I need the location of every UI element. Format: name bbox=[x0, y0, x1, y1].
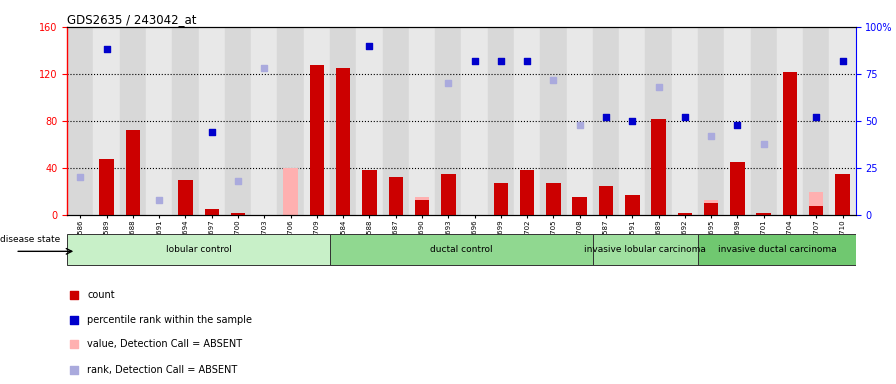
Bar bbox=[619, 27, 645, 215]
Bar bbox=[698, 27, 724, 215]
Text: percentile rank within the sample: percentile rank within the sample bbox=[87, 315, 253, 325]
Point bbox=[99, 46, 114, 53]
Bar bbox=[830, 27, 856, 215]
Bar bbox=[278, 27, 304, 215]
Bar bbox=[120, 27, 146, 215]
Point bbox=[204, 129, 219, 135]
Point bbox=[730, 122, 745, 128]
Text: count: count bbox=[87, 290, 115, 300]
Point bbox=[625, 118, 640, 124]
Bar bbox=[672, 27, 698, 215]
Bar bbox=[487, 27, 514, 215]
Bar bbox=[809, 206, 823, 215]
Bar bbox=[283, 168, 297, 215]
Bar bbox=[330, 27, 357, 215]
Point bbox=[257, 65, 271, 71]
Bar bbox=[435, 27, 461, 215]
Text: invasive lobular carcinoma: invasive lobular carcinoma bbox=[584, 245, 706, 254]
Point bbox=[67, 367, 81, 373]
Bar bbox=[520, 170, 534, 215]
Bar bbox=[724, 27, 751, 215]
Point bbox=[468, 58, 482, 64]
Bar bbox=[251, 27, 278, 215]
Point bbox=[704, 133, 719, 139]
Point bbox=[520, 58, 534, 64]
Text: lobular control: lobular control bbox=[166, 245, 231, 254]
Bar bbox=[67, 27, 93, 215]
Point bbox=[599, 114, 613, 120]
Point bbox=[73, 174, 88, 180]
Bar bbox=[651, 119, 666, 215]
Bar bbox=[730, 162, 745, 215]
Bar bbox=[146, 27, 172, 215]
Bar bbox=[704, 203, 719, 215]
Bar bbox=[566, 27, 593, 215]
Bar bbox=[231, 213, 246, 215]
Point bbox=[756, 141, 771, 147]
Bar bbox=[540, 27, 566, 215]
Bar bbox=[383, 27, 409, 215]
Point bbox=[67, 292, 81, 298]
Bar bbox=[777, 27, 803, 215]
Text: disease state: disease state bbox=[0, 235, 60, 244]
Point bbox=[835, 58, 849, 64]
Text: invasive ductal carcinoma: invasive ductal carcinoma bbox=[718, 245, 836, 254]
Bar bbox=[441, 174, 455, 215]
Bar bbox=[547, 183, 561, 215]
Bar bbox=[362, 170, 376, 215]
Bar bbox=[357, 27, 383, 215]
Point bbox=[494, 58, 508, 64]
Bar bbox=[751, 27, 777, 215]
Bar bbox=[645, 27, 672, 215]
Bar bbox=[593, 27, 619, 215]
Text: value, Detection Call = ABSENT: value, Detection Call = ABSENT bbox=[87, 339, 243, 349]
Bar bbox=[514, 27, 540, 215]
Point bbox=[573, 122, 587, 128]
Bar bbox=[330, 234, 593, 265]
Bar bbox=[204, 209, 219, 215]
Bar bbox=[336, 68, 350, 215]
Bar bbox=[835, 174, 849, 215]
Point bbox=[67, 341, 81, 347]
Bar bbox=[494, 183, 508, 215]
Bar bbox=[172, 27, 199, 215]
Text: GDS2635 / 243042_at: GDS2635 / 243042_at bbox=[67, 13, 197, 26]
Text: ductal control: ductal control bbox=[430, 245, 493, 254]
Point bbox=[809, 114, 823, 120]
Bar bbox=[415, 200, 429, 215]
Bar bbox=[199, 27, 225, 215]
Bar bbox=[125, 131, 140, 215]
Bar bbox=[677, 213, 692, 215]
Point bbox=[547, 76, 561, 83]
Bar bbox=[625, 195, 640, 215]
Bar bbox=[756, 213, 771, 215]
Bar bbox=[409, 27, 435, 215]
Bar bbox=[415, 197, 429, 215]
Bar bbox=[573, 197, 587, 215]
Point bbox=[231, 178, 246, 184]
Point bbox=[677, 114, 692, 120]
Bar bbox=[304, 27, 330, 215]
Bar bbox=[225, 27, 251, 215]
Point bbox=[152, 197, 167, 203]
Point bbox=[651, 84, 666, 90]
Bar bbox=[310, 65, 324, 215]
Bar bbox=[67, 234, 330, 265]
Bar bbox=[698, 234, 856, 265]
Bar bbox=[783, 71, 797, 215]
Bar bbox=[178, 180, 193, 215]
Text: rank, Detection Call = ABSENT: rank, Detection Call = ABSENT bbox=[87, 365, 237, 375]
Point bbox=[362, 43, 376, 49]
Bar bbox=[593, 234, 698, 265]
Bar bbox=[704, 200, 719, 215]
Point bbox=[441, 80, 455, 86]
Bar bbox=[461, 27, 487, 215]
Point bbox=[67, 317, 81, 323]
Bar bbox=[809, 192, 823, 215]
Bar bbox=[599, 185, 613, 215]
Bar bbox=[99, 159, 114, 215]
Bar bbox=[803, 27, 830, 215]
Bar bbox=[389, 177, 403, 215]
Bar bbox=[93, 27, 120, 215]
